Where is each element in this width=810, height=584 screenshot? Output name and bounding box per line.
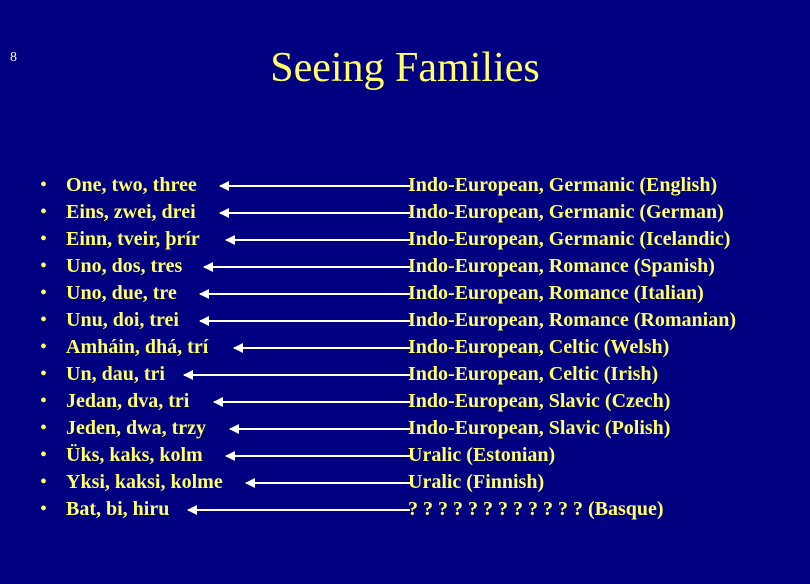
family-text: ? ? ? ? ? ? ? ? ? ? ? ? (Basque) [408,496,664,523]
numbers-text: Üks, kaks, kolm [66,442,203,469]
slide-title: Seeing Families [0,44,810,92]
arrow-icon [226,455,410,457]
language-row: • Amháin, dhá, trí Indo-European, Celtic (… [0,334,810,361]
page-number: 8 [10,50,17,66]
family-text: Indo-European, Germanic (English) [408,172,717,199]
numbers-text: Einn, tveir, þrír [66,226,200,253]
arrow-icon [226,239,410,241]
numbers-text: Amháin, dhá, trí [66,334,208,361]
language-row: • Un, dau, tri Indo-European, Celtic (Iris… [0,361,810,388]
arrow-icon [230,428,410,430]
numbers-text: Yksi, kaksi, kolme [66,469,223,496]
language-row: • Uno, dos, tres Indo-European, Romance (S… [0,253,810,280]
bullet-icon: • [40,496,47,523]
family-text: Indo-European, Slavic (Polish) [408,415,670,442]
family-text: Indo-European, Romance (Spanish) [408,253,715,280]
numbers-text: One, two, three [66,172,197,199]
arrow-icon [200,293,410,295]
family-text: Indo-European, Romance (Romanian) [408,307,736,334]
family-text: Indo-European, Celtic (Irish) [408,361,658,388]
language-row: • Unu, doi, trei Indo-European, Romance (R… [0,307,810,334]
language-row: • Bat, bi, hiru ? ? ? ? ? ? ? ? ? ? ? ? (B… [0,496,810,523]
language-row: • One, two, three Indo-European, Germanic … [0,172,810,199]
bullet-icon: • [40,307,47,334]
language-row: • Einn, tveir, þrír Indo-European, Germani… [0,226,810,253]
language-row: • Jeden, dwa, trzy Indo-European, Slavic (… [0,415,810,442]
bullet-icon: • [40,226,47,253]
family-text: Uralic (Estonian) [408,442,555,469]
numbers-text: Jeden, dwa, trzy [66,415,206,442]
bullet-icon: • [40,172,47,199]
bullet-icon: • [40,442,47,469]
family-text: Indo-European, Celtic (Welsh) [408,334,669,361]
bullet-icon: • [40,253,47,280]
language-row: • Jedan, dva, tri Indo-European, Slavic (C… [0,388,810,415]
arrow-icon [204,266,410,268]
rows-container: • One, two, three Indo-European, Germanic … [0,172,810,523]
numbers-text: Unu, doi, trei [66,307,179,334]
family-text: Indo-European, Slavic (Czech) [408,388,670,415]
language-row: • Eins, zwei, drei Indo-European, Germanic… [0,199,810,226]
arrow-icon [234,347,410,349]
bullet-icon: • [40,334,47,361]
arrow-icon [220,212,410,214]
numbers-text: Bat, bi, hiru [66,496,169,523]
numbers-text: Uno, due, tre [66,280,177,307]
arrow-icon [188,509,410,511]
language-row: • Yksi, kaksi, kolme Uralic (Finnish) [0,469,810,496]
family-text: Uralic (Finnish) [408,469,544,496]
arrow-icon [200,320,410,322]
numbers-text: Jedan, dva, tri [66,388,189,415]
family-text: Indo-European, Germanic (Icelandic) [408,226,730,253]
family-text: Indo-European, Germanic (German) [408,199,724,226]
bullet-icon: • [40,361,47,388]
numbers-text: Eins, zwei, drei [66,199,196,226]
language-row: • Üks, kaks, kolm Uralic (Estonian) [0,442,810,469]
language-row: • Uno, due, tre Indo-European, Romance (It… [0,280,810,307]
arrow-icon [214,401,410,403]
arrow-icon [220,185,410,187]
family-text: Indo-European, Romance (Italian) [408,280,704,307]
bullet-icon: • [40,415,47,442]
bullet-icon: • [40,388,47,415]
bullet-icon: • [40,280,47,307]
bullet-icon: • [40,469,47,496]
numbers-text: Un, dau, tri [66,361,165,388]
numbers-text: Uno, dos, tres [66,253,182,280]
arrow-icon [246,482,410,484]
bullet-icon: • [40,199,47,226]
arrow-icon [184,374,410,376]
